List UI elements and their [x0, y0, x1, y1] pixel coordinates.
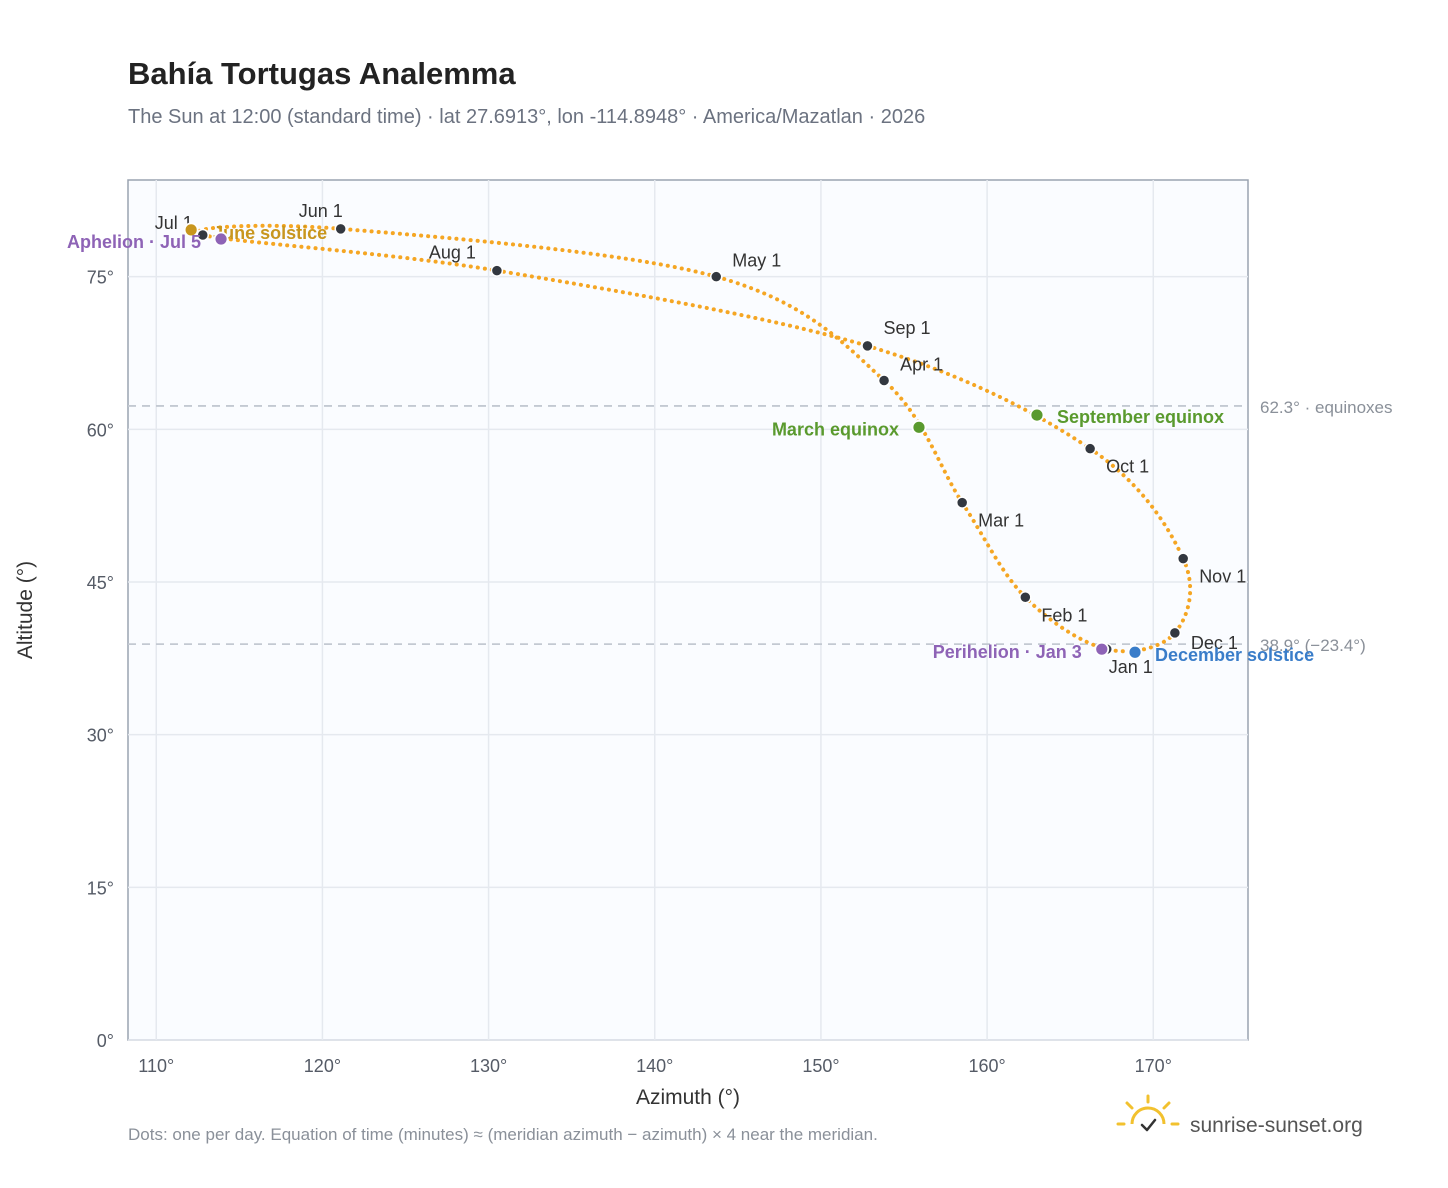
- reference-lines: 62.3° · equinoxes 38.9° (−23.4°): [128, 398, 1393, 655]
- event-label: September equinox: [1057, 407, 1224, 427]
- month-label: Jul 1: [155, 213, 193, 233]
- y-axis-label: Altitude (°): [14, 561, 37, 659]
- plot-area: [127, 179, 1249, 1041]
- chart-title: Bahía Tortugas Analemma: [128, 56, 516, 91]
- month-dot: [490, 264, 504, 277]
- month-label: Dec 1: [1191, 633, 1238, 653]
- month-label: Apr 1: [900, 354, 943, 374]
- analemma-segment: [494, 268, 870, 348]
- x-tick-label: 110°: [138, 1056, 174, 1076]
- y-tick-label: 45°: [87, 573, 114, 593]
- month-label: Jan 1: [1109, 657, 1153, 677]
- month-dot: [955, 496, 969, 509]
- x-tick-label: 140°: [636, 1056, 673, 1076]
- x-tick-label: 170°: [1135, 1056, 1172, 1076]
- event-label: June solstice: [213, 223, 327, 243]
- event-label: Perihelion · Jan 3: [933, 642, 1082, 662]
- month-label: Sep 1: [883, 318, 930, 338]
- month-label: May 1: [732, 251, 781, 271]
- y-tick-label: 75°: [87, 268, 114, 288]
- analemma-segment: [714, 274, 887, 383]
- x-tick-label: 120°: [304, 1056, 341, 1076]
- month-dot: [1083, 442, 1097, 455]
- x-tick-label: 160°: [968, 1056, 1005, 1076]
- event-dot: [183, 222, 199, 238]
- x-axis-label: Azimuth (°): [636, 1086, 740, 1109]
- chart-subtitle: The Sun at 12:00 (standard time) · lat 2…: [128, 106, 925, 128]
- month-dot: [1168, 626, 1182, 640]
- reference-line-label: 62.3° · equinoxes: [1260, 398, 1393, 417]
- event-label: March equinox: [772, 419, 899, 439]
- month-dot: [709, 270, 723, 283]
- y-axis-ticks: 0° 15° 30° 45° 60° 75°: [87, 268, 114, 1051]
- month-label: Jun 1: [299, 201, 343, 221]
- month-dot: [1176, 552, 1190, 565]
- event-dot: [911, 419, 927, 435]
- y-tick-label: 60°: [87, 420, 114, 440]
- analemma-segment: [960, 500, 1028, 600]
- footnote: Dots: one per day. Equation of time (min…: [128, 1125, 878, 1144]
- event-dot: [1094, 641, 1110, 657]
- x-axis-ticks: 110° 120° 130° 140° 150° 160° 170°: [138, 1056, 1172, 1076]
- y-tick-label: 0°: [97, 1031, 114, 1051]
- analemma-segment: [865, 343, 1093, 451]
- month-dot: [334, 222, 347, 236]
- y-tick-label: 15°: [87, 878, 114, 898]
- month-label: Feb 1: [1041, 605, 1087, 625]
- x-tick-label: 130°: [470, 1056, 507, 1076]
- y-tick-label: 30°: [87, 726, 114, 746]
- month-dot: [861, 339, 874, 353]
- month-label: Aug 1: [429, 243, 476, 263]
- month-label: Oct 1: [1106, 457, 1149, 477]
- analemma-segment: [338, 226, 719, 279]
- month-label: Nov 1: [1199, 567, 1246, 587]
- event-dot: [1029, 407, 1045, 423]
- x-tick-label: 150°: [802, 1056, 839, 1076]
- event-dot: [1127, 644, 1143, 660]
- sun-check-icon: [1116, 1094, 1180, 1132]
- month-markers: Jan 1 Feb 1 Mar 1 Apr 1 May 1 Jun 1 Jul 1 Aug 1…: [155, 201, 1246, 677]
- month-dot: [196, 228, 210, 242]
- event-dot: [213, 231, 229, 247]
- event-label: Aphelion · Jul 5: [67, 232, 201, 252]
- event-label: December solstice: [1155, 645, 1314, 665]
- month-dot: [877, 374, 891, 387]
- event-markers: March equinox June solstice September equi…: [67, 222, 1314, 665]
- month-label: Mar 1: [978, 511, 1024, 531]
- brand-name: sunrise-sunset.org: [1190, 1114, 1363, 1137]
- month-dot: [1019, 591, 1032, 604]
- analemma-segment: [882, 378, 965, 505]
- analemma-segment: [1088, 446, 1186, 561]
- grid-lines: [128, 180, 1248, 1041]
- reference-line-label: 38.9° (−23.4°): [1260, 636, 1366, 655]
